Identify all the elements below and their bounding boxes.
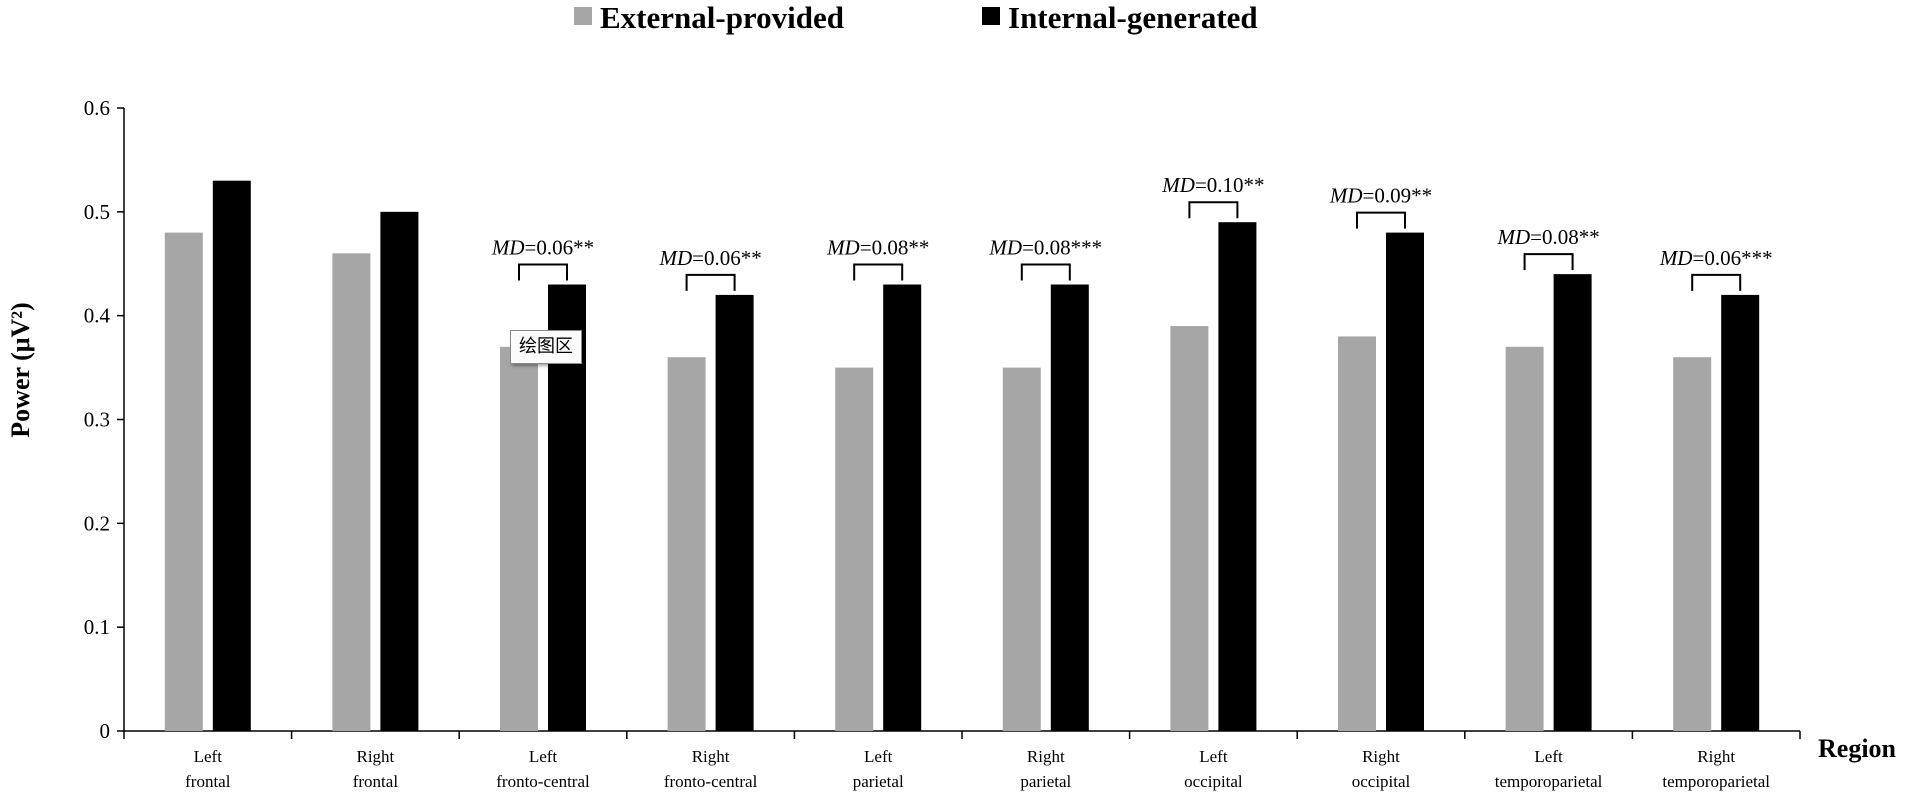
md-label: MD=0.06**	[491, 236, 594, 260]
bar-external-provided	[1002, 367, 1041, 731]
y-axis-title: Power (μV²)	[6, 302, 35, 437]
x-tick-label: frontal	[353, 772, 399, 791]
x-tick-label: Left	[1534, 747, 1563, 766]
md-label: MD=0.10**	[1161, 173, 1264, 197]
legend-internal-generated: Internal-generated	[982, 0, 1258, 35]
x-tick-label: Right	[357, 747, 395, 766]
y-axis: 0 0.1 0.2 0.3 0.4 0.5 0.6	[84, 96, 125, 743]
bar-external-provided	[1505, 346, 1544, 731]
plot-area-tooltip: 绘图区	[510, 330, 582, 364]
md-bracket	[1523, 253, 1574, 271]
bar-internal-generated	[715, 294, 754, 731]
x-tick-label: occipital	[1184, 772, 1243, 791]
x-tick-label: parietal	[853, 772, 904, 791]
bars	[164, 180, 1760, 732]
md-bracket	[685, 273, 736, 291]
legend: External-provided Internal-generated	[574, 0, 1258, 35]
x-tick-label: Left	[864, 747, 893, 766]
x-tick-label: Right	[692, 747, 730, 766]
md-label: MD=0.06**	[658, 246, 761, 270]
y-tick-label: 0.5	[84, 200, 110, 224]
bar-internal-generated	[212, 180, 251, 731]
bar-internal-generated	[380, 211, 419, 732]
legend-label: External-provided	[600, 0, 844, 35]
bar-external-provided	[835, 367, 874, 731]
legend-label: Internal-generated	[1008, 0, 1258, 35]
x-axis-title: Region	[1818, 734, 1897, 763]
x-tick-label: occipital	[1352, 772, 1411, 791]
md-bracket	[518, 263, 568, 281]
legend-external-provided: External-provided	[574, 0, 844, 35]
x-tick-label: Right	[1362, 747, 1400, 766]
bar-external-provided	[1170, 326, 1209, 731]
md-label: MD=0.09**	[1329, 184, 1432, 208]
md-label: MD=0.08**	[1496, 225, 1599, 249]
md-label: MD=0.08***	[988, 236, 1102, 260]
x-axis: Left frontal Right frontal Left fronto-centra…	[123, 730, 1801, 791]
bar-internal-generated	[1218, 222, 1257, 731]
bar-external-provided	[1338, 336, 1376, 731]
x-tick-label: parietal	[1020, 772, 1071, 791]
bar-external-provided	[1673, 357, 1712, 731]
md-label: MD=0.08**	[826, 236, 929, 260]
md-bracket	[1356, 211, 1406, 229]
legend-swatch-external	[574, 7, 592, 25]
x-tick-label: fronto-central	[664, 772, 758, 791]
bar-internal-generated	[1386, 232, 1424, 731]
bar-external-provided	[164, 232, 203, 731]
x-tick-label: Right	[1697, 747, 1735, 766]
y-tick-label: 0.6	[84, 96, 110, 120]
x-tick-label: Left	[194, 747, 223, 766]
bar-external-provided	[332, 253, 371, 731]
x-tick-label: frontal	[185, 772, 231, 791]
y-tick-label: 0	[100, 719, 111, 743]
x-tick-label: Right	[1027, 747, 1065, 766]
bar-internal-generated	[883, 284, 922, 731]
x-tick-label: Left	[1199, 747, 1228, 766]
bar-external-provided	[667, 357, 706, 731]
y-tick-label: 0.3	[84, 408, 110, 432]
y-tick-label: 0.1	[84, 615, 110, 639]
md-bracket	[1188, 201, 1239, 219]
y-tick-label: 0.4	[84, 304, 111, 328]
md-bracket	[1020, 263, 1071, 281]
legend-swatch-internal	[982, 7, 1000, 25]
md-label: MD=0.06***	[1659, 246, 1773, 270]
bar-internal-generated	[1553, 274, 1592, 731]
md-annotations: MD=0.06** MD=0.06** MD=0.08** MD=0.08*** MD=…	[491, 173, 1773, 291]
md-bracket	[1691, 273, 1742, 291]
x-tick-label: Left	[529, 747, 558, 766]
bar-internal-generated	[1050, 284, 1089, 731]
x-tick-label: temporoparietal	[1495, 772, 1603, 791]
y-tick-label: 0.2	[84, 511, 110, 535]
bar-external-provided	[500, 346, 538, 731]
bar-internal-generated	[1721, 294, 1760, 731]
md-bracket	[853, 263, 904, 281]
x-tick-label: fronto-central	[496, 772, 590, 791]
x-tick-label: temporoparietal	[1662, 772, 1770, 791]
